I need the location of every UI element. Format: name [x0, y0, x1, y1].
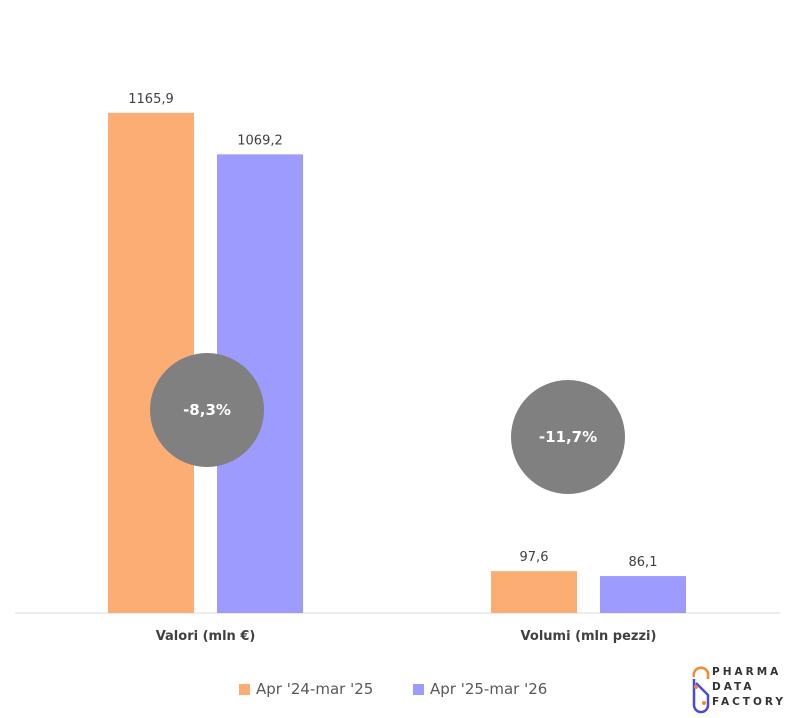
- pharma-data-factory-logo: PHARMA DATA FACTORY: [690, 665, 790, 715]
- logo-icon: [692, 666, 710, 714]
- change-bubble: [511, 380, 625, 494]
- data-label: 1069,2: [237, 133, 283, 148]
- change-label: -8,3%: [183, 401, 231, 419]
- bar: [491, 571, 577, 613]
- logo-text: PHARMA DATA FACTORY: [712, 666, 787, 708]
- category-label: Volumi (mln pezzi): [521, 629, 657, 644]
- category-label: Valori (mln €): [156, 629, 256, 644]
- legend-label: Apr '24-mar '25: [256, 680, 374, 698]
- data-label: 86,1: [629, 555, 658, 570]
- legend-item-0: Apr '24-mar '25: [239, 680, 373, 698]
- change-bubble: [150, 353, 264, 467]
- data-label: 1165,9: [128, 92, 174, 107]
- legend-swatch: [413, 683, 424, 695]
- bar: [600, 576, 686, 613]
- data-label: 97,6: [520, 550, 549, 565]
- legend-label: Apr '25-mar '26: [430, 680, 548, 698]
- legend-item-1: Apr '25-mar '26: [413, 680, 547, 698]
- change-label: -11,7%: [539, 428, 597, 446]
- legend-swatch: [239, 683, 250, 695]
